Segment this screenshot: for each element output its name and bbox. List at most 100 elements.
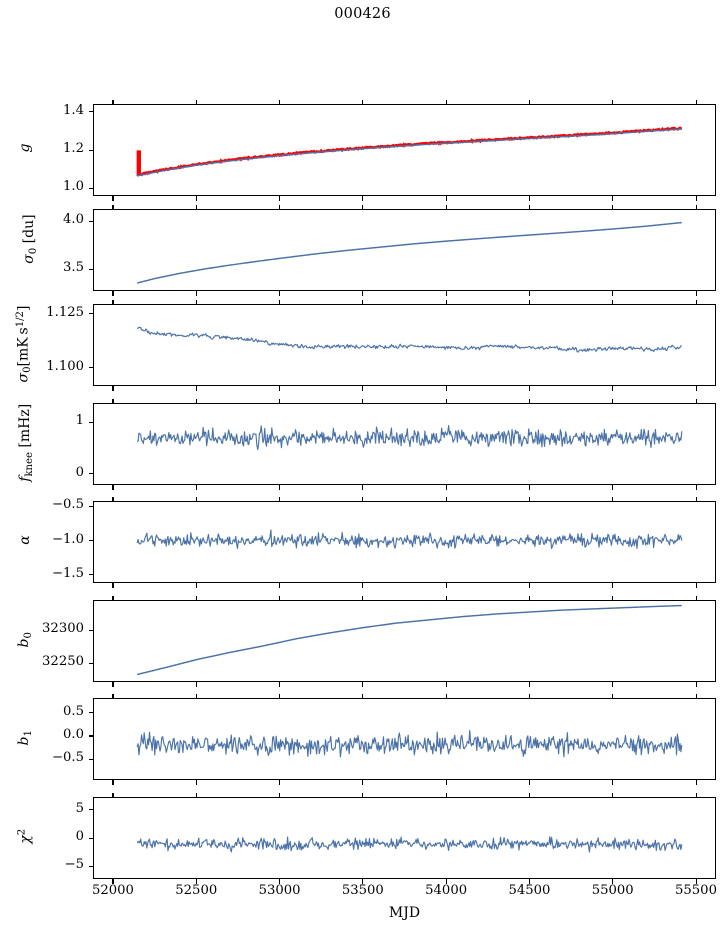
panel-chi2-plot	[136, 836, 683, 853]
xtick-mark	[362, 386, 364, 391]
xtick-label: 52500	[175, 883, 218, 898]
xtick-mark	[528, 386, 530, 391]
xtick-mark	[362, 693, 364, 698]
xtick-mark	[279, 386, 281, 391]
xtick-mark	[612, 879, 614, 884]
ytick-label: 0.0	[63, 726, 84, 742]
xtick-mark	[279, 595, 281, 600]
ytick-mark	[88, 149, 93, 151]
xtick-mark	[195, 780, 197, 785]
xtick-mark	[528, 879, 530, 884]
xtick-mark	[112, 583, 114, 588]
ytick-label: 5	[75, 800, 84, 816]
xtick-mark	[528, 398, 530, 403]
ytick-label: −0.5	[51, 497, 84, 513]
xtick-label: 53500	[341, 883, 384, 898]
xtick-mark	[528, 299, 530, 304]
ytick-label: 1.100	[46, 358, 84, 374]
xtick-mark	[112, 879, 114, 884]
xtick-mark	[445, 583, 447, 588]
xtick-mark	[528, 682, 530, 687]
ytick-label: −5	[64, 857, 84, 873]
ytick-label: 1.0	[63, 179, 84, 195]
xtick-mark	[279, 196, 281, 201]
ytick-mark	[88, 574, 93, 576]
xtick-mark	[695, 792, 697, 797]
xtick-mark	[279, 879, 281, 884]
panel-sigma0-mk	[93, 304, 716, 386]
xtick-mark	[528, 291, 530, 296]
ytick-label: 32250	[42, 654, 84, 670]
ytick-mark	[88, 712, 93, 714]
panel-chi2	[93, 797, 716, 879]
ytick-label: −1.0	[51, 531, 84, 547]
xtick-mark	[528, 780, 530, 785]
xtick-mark	[528, 204, 530, 209]
panel-alpha-plot	[136, 529, 683, 550]
xtick-mark	[112, 780, 114, 785]
xtick-mark	[279, 485, 281, 490]
xtick-mark	[195, 99, 197, 104]
xtick-mark	[279, 291, 281, 296]
xtick-mark	[195, 196, 197, 201]
xtick-mark	[445, 398, 447, 403]
xtick-mark	[445, 595, 447, 600]
ytick-mark	[88, 809, 93, 811]
ytick-label: −0.5	[51, 750, 84, 766]
ytick-mark	[88, 313, 93, 315]
xtick-label: 53000	[258, 883, 301, 898]
xtick-mark	[279, 299, 281, 304]
xtick-mark	[362, 291, 364, 296]
xtick-mark	[195, 879, 197, 884]
xtick-label: 52000	[92, 883, 134, 898]
xtick-mark	[362, 196, 364, 201]
xtick-mark	[112, 99, 114, 104]
xtick-mark	[195, 299, 197, 304]
xtick-mark	[612, 485, 614, 490]
xtick-mark	[112, 204, 114, 209]
xtick-mark	[445, 693, 447, 698]
ytick-label: −1.5	[51, 565, 84, 581]
xtick-mark	[112, 386, 114, 391]
panel-gain-plot	[136, 126, 683, 177]
xtick-mark	[112, 485, 114, 490]
xtick-mark	[695, 386, 697, 391]
xtick-mark	[612, 196, 614, 201]
ytick-mark	[88, 473, 93, 475]
xtick-mark	[445, 879, 447, 884]
xtick-mark	[279, 780, 281, 785]
xtick-mark	[279, 792, 281, 797]
xtick-mark	[279, 682, 281, 687]
xtick-label: 54000	[425, 883, 468, 898]
xtick-mark	[195, 496, 197, 501]
data-line	[136, 326, 682, 353]
ytick-mark	[88, 421, 93, 424]
xtick-mark	[112, 496, 114, 501]
xtick-label: 55500	[675, 883, 717, 898]
xtick-mark	[528, 196, 530, 201]
xtick-mark	[612, 792, 614, 797]
panel-fknee-plot	[136, 424, 683, 451]
xtick-mark	[195, 595, 197, 600]
panel-alpha	[93, 501, 716, 583]
xtick-mark	[612, 780, 614, 785]
panel-sigma0-du	[93, 209, 716, 291]
xtick-mark	[445, 196, 447, 201]
data-line	[136, 836, 683, 853]
xtick-mark	[195, 485, 197, 490]
xtick-label: 54500	[508, 883, 551, 898]
xtick-mark	[612, 99, 614, 104]
xtick-mark	[528, 496, 530, 501]
xtick-mark	[362, 879, 364, 884]
ytick-mark	[88, 111, 93, 113]
panel-sigma0-du-plot	[136, 221, 682, 284]
xtick-mark	[445, 291, 447, 296]
xtick-mark	[612, 693, 614, 698]
panel-b1-plot	[136, 729, 683, 758]
xtick-mark	[279, 204, 281, 209]
data-line	[136, 424, 683, 451]
xtick-mark	[195, 792, 197, 797]
ytick-mark	[88, 540, 93, 542]
xtick-mark	[612, 682, 614, 687]
xtick-mark	[362, 682, 364, 687]
